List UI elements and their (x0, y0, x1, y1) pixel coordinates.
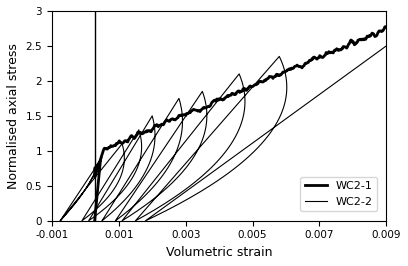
WC2-2 (109, 204, 114, 207)
WC2-1 (98, 162, 102, 165)
WC2-1 (100, 152, 105, 155)
WC2-1 (161, 123, 166, 126)
WC2-2 (103, 163, 108, 166)
WC2-2 (135, 129, 140, 132)
Legend: WC2-1, WC2-2: WC2-1, WC2-2 (300, 177, 377, 211)
WC2-1 (123, 139, 128, 142)
Line: WC2-1: WC2-1 (95, 27, 386, 221)
WC2-2 (384, 44, 389, 48)
WC2-2 (200, 92, 205, 95)
WC2-1 (347, 42, 352, 45)
WC2-2 (92, 219, 97, 222)
WC2-1 (381, 28, 386, 31)
WC2-2 (98, 165, 102, 168)
WC2-1 (92, 219, 97, 222)
X-axis label: Volumetric strain: Volumetric strain (166, 246, 272, 259)
Line: WC2-2: WC2-2 (60, 46, 386, 221)
WC2-1 (384, 25, 389, 28)
WC2-2 (257, 144, 262, 147)
Y-axis label: Normalised axial stress: Normalised axial stress (7, 43, 20, 189)
